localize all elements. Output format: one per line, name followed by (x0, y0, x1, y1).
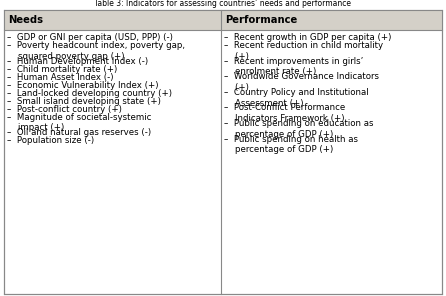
Text: Needs: Needs (8, 15, 43, 25)
Text: –  Land-locked developing country (+): – Land-locked developing country (+) (7, 89, 172, 98)
Text: –  Population size (-): – Population size (-) (7, 136, 94, 145)
Text: –  Post-Conflict Performance
    Indicators Framework (+): – Post-Conflict Performance Indicators F… (224, 103, 345, 123)
Text: –  Worldwide Governance Indicators
    (+): – Worldwide Governance Indicators (+) (224, 72, 379, 92)
Text: –  Small island developing state (+): – Small island developing state (+) (7, 96, 161, 106)
Bar (221, 10, 442, 30)
Text: –  Poverty headcount index, poverty gap,
    squared poverty gap (+): – Poverty headcount index, poverty gap, … (7, 41, 185, 61)
Text: –  GDP or GNI per capita (USD, PPP) (-): – GDP or GNI per capita (USD, PPP) (-) (7, 33, 173, 42)
Text: –  Magnitude of societal-systemic
    impact (+): – Magnitude of societal-systemic impact … (7, 112, 151, 132)
Text: –  Child mortality rate (+): – Child mortality rate (+) (7, 65, 117, 74)
Text: –  Human Development Index (-): – Human Development Index (-) (7, 57, 148, 66)
Text: –  Public spending on education as
    percentage of GDP (+): – Public spending on education as percen… (224, 119, 373, 139)
Text: –  Human Asset Index (-): – Human Asset Index (-) (7, 73, 113, 82)
Text: –  Recent reduction in child mortality
    (+): – Recent reduction in child mortality (+… (224, 41, 383, 61)
Text: –  Country Policy and Institutional
    Assessment (+): – Country Policy and Institutional Asses… (224, 88, 368, 107)
Bar (4, 10, 221, 30)
Text: Performance: Performance (225, 15, 297, 25)
Text: –  Recent improvements in girls’
    enrolment rate (+): – Recent improvements in girls’ enrolmen… (224, 57, 363, 76)
Text: Table 3: Indicators for assessing countries’ needs and performance: Table 3: Indicators for assessing countr… (95, 0, 351, 8)
Text: –  Recent growth in GDP per capita (+): – Recent growth in GDP per capita (+) (224, 33, 391, 42)
Text: –  Economic Vulnerability Index (+): – Economic Vulnerability Index (+) (7, 81, 158, 90)
Text: –  Public spending on health as
    percentage of GDP (+): – Public spending on health as percentag… (224, 135, 358, 154)
Text: –  Post-conflict country (+): – Post-conflict country (+) (7, 104, 122, 114)
Text: –  Oil and natural gas reserves (-): – Oil and natural gas reserves (-) (7, 128, 151, 137)
